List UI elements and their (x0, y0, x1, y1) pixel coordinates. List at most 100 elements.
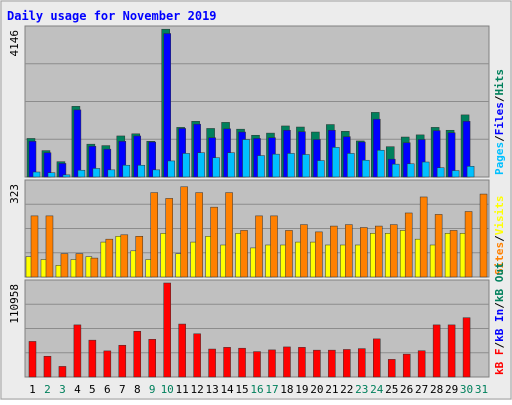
day-label: 21 (325, 383, 338, 396)
files-bar (133, 135, 142, 178)
files-bar (178, 128, 186, 178)
pages-bar (107, 169, 116, 178)
sites-bar (195, 192, 203, 278)
legend-separator: / (493, 302, 506, 309)
sites-bar (210, 206, 218, 278)
day-label: 5 (89, 383, 96, 396)
kb-f-bar (223, 347, 231, 378)
legend-item-kb-in: kB In (493, 309, 506, 342)
pages-bar (332, 147, 340, 178)
sites-bar (434, 214, 443, 278)
pages-bar (242, 139, 250, 178)
kb-f-bar (238, 347, 246, 378)
sites-bar (419, 196, 428, 278)
pages-bar (451, 170, 460, 178)
kb-f-bar (387, 359, 396, 378)
kb-f-bar (43, 355, 52, 378)
sites-bar (225, 192, 233, 278)
kb-f-bar (148, 339, 156, 378)
sites-bar (345, 224, 353, 278)
sites-bar (285, 230, 293, 278)
day-label: 2 (44, 383, 51, 396)
kb-f-bar (417, 350, 426, 378)
day-label: 11 (176, 383, 189, 396)
kb-f-bar (103, 350, 112, 378)
day-label: 28 (430, 383, 443, 396)
day-label: 30 (460, 383, 473, 396)
files-bar (193, 123, 201, 178)
pages-bar (436, 167, 445, 178)
pages-bar (272, 153, 280, 178)
chart-title: Daily usage for November 2019 (7, 9, 217, 23)
legend-separator: / (493, 135, 506, 142)
sites-bar (240, 230, 248, 278)
legend-item-files: Files (493, 102, 506, 135)
files-bar (163, 33, 171, 178)
pages-bar (377, 149, 385, 178)
sites-bar (45, 215, 54, 278)
files-bar (462, 121, 471, 178)
kb-f-bar (193, 333, 201, 378)
day-label: 26 (400, 383, 413, 396)
files-bar (58, 163, 67, 178)
files-bar (73, 109, 82, 178)
sites-bar (30, 215, 39, 278)
pages-bar (362, 159, 370, 178)
day-label: 31 (475, 383, 488, 396)
legend-item-sites: Sites (493, 242, 506, 275)
y-axis-max-label-1: 4146 (8, 30, 21, 57)
pages-bar (47, 172, 56, 178)
day-label: 23 (355, 383, 368, 396)
kb-f-bar (328, 349, 336, 378)
sites-bar (300, 224, 308, 278)
files-bar (402, 142, 411, 178)
files-bar (358, 141, 366, 178)
day-label: 17 (265, 383, 278, 396)
kb-f-bar (268, 349, 276, 378)
files-bar (43, 152, 52, 178)
sites-bar (135, 236, 144, 278)
files-bar (208, 137, 216, 178)
pages-bar (406, 163, 415, 178)
pages-bar (152, 169, 160, 178)
sites-bar (165, 198, 173, 278)
kb-f-bar (253, 351, 261, 378)
day-label: 20 (310, 383, 323, 396)
day-label: 8 (134, 383, 141, 396)
kb-f-bar (58, 366, 67, 378)
pages-bar (347, 153, 355, 178)
files-bar (88, 146, 97, 178)
day-label: 1 (29, 383, 36, 396)
pages-bar (302, 154, 310, 178)
legend-item-kb-f: kB F (493, 349, 506, 376)
legend-2: Sites/Visits (493, 196, 506, 276)
kb-f-bar (178, 323, 186, 378)
legend-1: Pages/Files/Hits (493, 69, 506, 175)
legend-3: kB F/kB In/kB Out (493, 262, 506, 375)
kb-f-bar (358, 348, 366, 378)
day-label: 7 (119, 383, 126, 396)
day-label: 29 (445, 383, 458, 396)
pages-bar (197, 152, 205, 178)
legend-separator: / (493, 235, 506, 242)
day-label: 15 (235, 383, 248, 396)
kb-f-bar (402, 353, 411, 378)
legend-item-pages: Pages (493, 142, 506, 175)
day-label: 13 (205, 383, 218, 396)
day-label: 27 (415, 383, 428, 396)
kb-f-bar (118, 344, 127, 378)
kb-f-bar (298, 347, 306, 378)
files-bar (103, 148, 112, 178)
day-label: 14 (220, 383, 234, 396)
kb-f-bar (208, 348, 216, 378)
pages-bar (122, 164, 131, 178)
files-bar (148, 141, 156, 178)
sites-bar (75, 253, 84, 278)
day-label: 25 (385, 383, 398, 396)
sites-bar (330, 225, 338, 278)
legend-separator: / (493, 95, 506, 102)
sites-bar (375, 225, 383, 278)
